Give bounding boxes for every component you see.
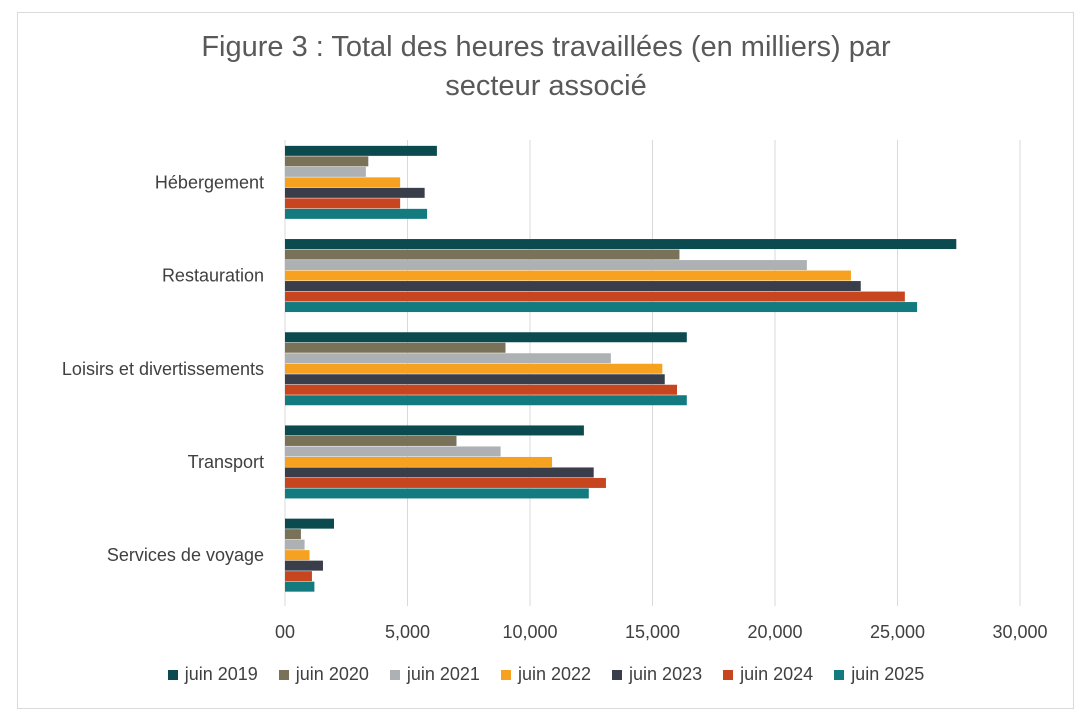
bar — [285, 187, 425, 198]
bar — [285, 291, 905, 302]
x-tick-label: 5,000 — [385, 622, 430, 642]
bar — [285, 384, 677, 395]
bar — [285, 395, 687, 406]
legend-swatch — [612, 669, 623, 680]
bar — [285, 270, 851, 281]
bar — [285, 374, 665, 385]
x-tick-label: 15,000 — [625, 622, 680, 642]
x-tick-label: 10,000 — [502, 622, 557, 642]
bar — [285, 435, 457, 446]
legend-label: juin 2021 — [406, 664, 480, 684]
legend-item: juin 2023 — [612, 664, 702, 685]
legend-label: juin 2025 — [851, 664, 925, 684]
bar — [285, 281, 861, 292]
legend-label: juin 2022 — [517, 664, 592, 684]
legend-item: juin 2020 — [278, 664, 369, 685]
bar — [285, 166, 366, 177]
bar — [285, 353, 611, 364]
category-label: Hébergement — [155, 172, 264, 192]
legend-label: juin 2023 — [629, 664, 703, 684]
x-tick-label: 25,000 — [870, 622, 925, 642]
bar — [285, 488, 589, 499]
bar — [285, 363, 663, 374]
legend-item: juin 2024 — [723, 664, 813, 685]
legend-swatch — [500, 669, 511, 680]
legend-item: juin 2021 — [389, 664, 480, 685]
legend-swatch — [167, 669, 178, 680]
legend-swatch — [834, 669, 845, 680]
bar — [285, 539, 305, 550]
bar — [285, 249, 680, 260]
category-label: Transport — [188, 452, 264, 472]
bar — [285, 156, 369, 167]
chart-title-line-1: Figure 3 : Total des heures travaillées … — [201, 31, 891, 63]
bar — [285, 571, 312, 582]
legend-item: juin 2019 — [167, 664, 258, 685]
chart-legend: juin 2019 juin 2020 juin 2021 juin 2022 juin… — [0, 664, 1092, 685]
category-label: Loisirs et divertissements — [62, 359, 264, 379]
bar — [285, 239, 957, 250]
bar — [285, 560, 323, 571]
bar — [285, 425, 584, 436]
x-tick-label: 00 — [275, 622, 295, 642]
bar — [285, 477, 606, 488]
chart-title: Figure 3 : Total des heures travaillées … — [0, 28, 1092, 106]
legend-swatch — [723, 669, 734, 680]
bar — [285, 467, 594, 478]
legend-item: juin 2022 — [500, 664, 592, 685]
legend-item: juin 2025 — [834, 664, 924, 685]
x-tick-label: 30,000 — [992, 622, 1047, 642]
category-label: Services de voyage — [107, 545, 264, 565]
legend-swatch — [278, 669, 289, 680]
bar — [285, 177, 401, 188]
bar — [285, 529, 301, 540]
bar — [285, 260, 807, 271]
bar — [285, 581, 315, 592]
bar — [285, 550, 310, 561]
x-tick-label: 20,000 — [747, 622, 802, 642]
legend-swatch — [389, 669, 400, 680]
bar — [285, 302, 918, 313]
bar — [285, 342, 506, 353]
bar — [285, 145, 437, 156]
bar — [285, 456, 553, 467]
bar — [285, 518, 334, 529]
legend-label: juin 2019 — [184, 664, 258, 684]
category-label: Restauration — [162, 266, 264, 286]
bar — [285, 332, 687, 343]
legend-label: juin 2024 — [740, 664, 814, 684]
bar — [285, 446, 501, 457]
legend-label: juin 2020 — [295, 664, 369, 684]
bar — [285, 198, 401, 209]
bar — [285, 208, 428, 219]
chart-title-line-2: secteur associé — [445, 70, 647, 102]
